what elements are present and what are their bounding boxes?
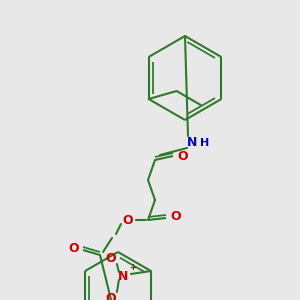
Text: H: H [200,138,210,148]
Text: O: O [106,251,116,265]
Text: O: O [171,209,181,223]
Text: N: N [118,269,128,283]
Text: +: + [129,262,137,272]
Text: N: N [187,136,197,149]
Text: O: O [178,149,188,163]
Text: O: O [69,242,79,254]
Text: O: O [123,214,133,226]
Text: O: O [106,292,116,300]
